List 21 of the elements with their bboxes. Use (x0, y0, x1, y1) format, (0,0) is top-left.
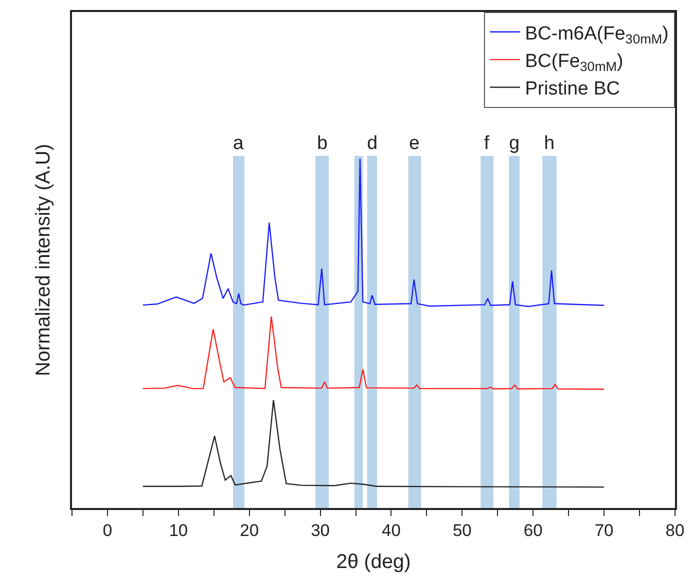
x-tick-label: 50 (452, 521, 472, 540)
band-label: b (317, 133, 328, 154)
x-axis-title: 2θ (deg) (336, 551, 411, 574)
x-tick-label: 70 (594, 521, 614, 540)
band-label: e (409, 133, 420, 154)
x-tick-label: 30 (310, 521, 330, 540)
x-tick-label: 10 (168, 521, 188, 540)
x-tick-label: 40 (382, 521, 401, 540)
legend-label: BC-m6A(Fe$_{30mM}$) (525, 23, 669, 46)
band-label: g (509, 133, 520, 154)
band-label: a (233, 133, 244, 154)
x-tick-label: 60 (524, 521, 543, 540)
band-label: h (544, 133, 555, 154)
legend-label: Pristine BC (525, 78, 620, 100)
band-label: f (484, 133, 490, 154)
x-tick-label: 20 (240, 521, 259, 540)
band-label: d (367, 133, 378, 154)
legend-label: BC(Fe$_{30mM}$) (525, 50, 624, 74)
x-tick-label: 80 (666, 521, 684, 540)
x-tick-label: 0 (102, 521, 112, 540)
y-axis-title: Normalized intensity (A.U) (32, 144, 54, 376)
